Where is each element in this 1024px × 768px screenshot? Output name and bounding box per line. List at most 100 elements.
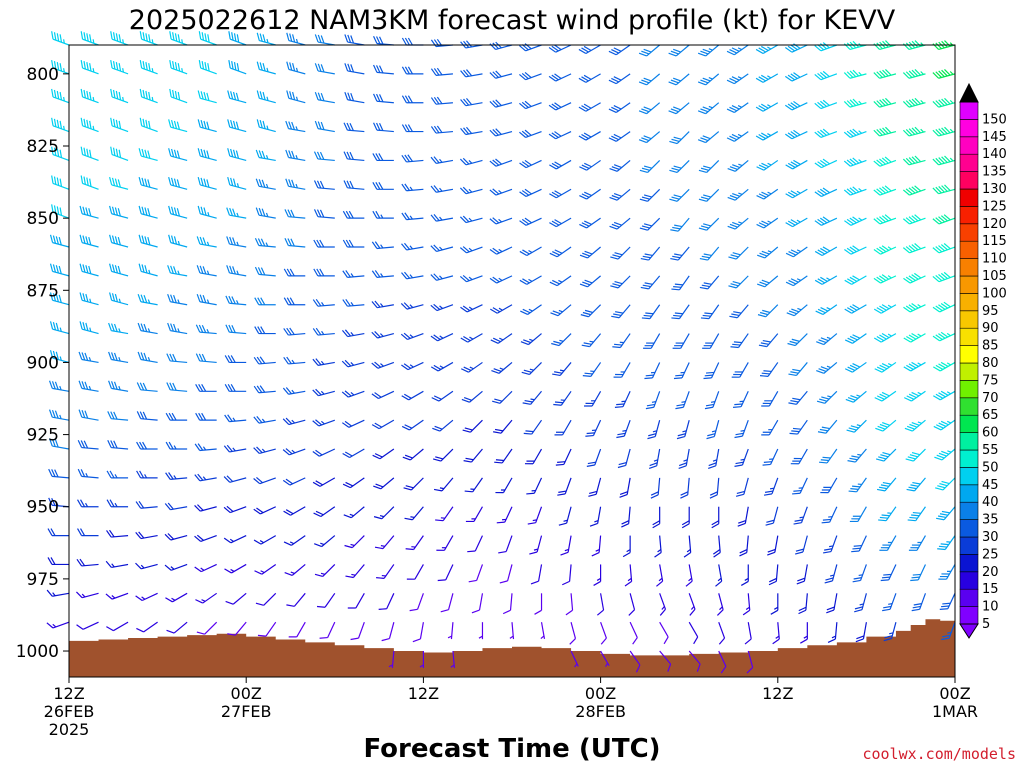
wind-barb xyxy=(436,535,454,551)
wind-barb xyxy=(342,210,365,219)
wind-barb xyxy=(288,621,306,638)
wind-barb xyxy=(584,391,602,407)
wind-barb xyxy=(874,390,897,402)
wind-barb xyxy=(226,265,247,277)
wind-barb xyxy=(785,217,808,228)
wind-barb xyxy=(110,59,129,75)
wind-barb xyxy=(401,154,424,163)
wind-barb xyxy=(540,622,546,640)
wind-barb xyxy=(794,535,808,555)
wind-barb xyxy=(800,622,808,644)
wind-barb xyxy=(763,477,779,496)
wind-barb xyxy=(902,69,926,79)
wind-barb xyxy=(816,390,838,404)
wind-barb xyxy=(549,217,572,228)
wind-barb xyxy=(168,119,188,133)
colorbar-label: 115 xyxy=(982,234,1007,249)
wind-barb xyxy=(493,419,513,434)
wind-barb xyxy=(880,564,897,582)
wind-barb xyxy=(468,564,484,583)
wind-barb xyxy=(283,297,306,306)
wind-barb xyxy=(253,506,276,515)
colorbar-swatch xyxy=(959,380,979,399)
wind-barb xyxy=(51,204,70,219)
wind-barb xyxy=(376,564,395,579)
wind-barb xyxy=(106,499,129,508)
wind-barb xyxy=(342,239,365,248)
wind-barb xyxy=(548,131,572,140)
wind-barb xyxy=(902,243,926,254)
wind-barb xyxy=(223,505,247,514)
wind-barb xyxy=(254,326,276,335)
wind-barb xyxy=(697,102,720,115)
wind-barb xyxy=(826,593,838,614)
wind-barb xyxy=(670,217,690,232)
wind-barb xyxy=(843,157,867,167)
colorbar-label: 35 xyxy=(982,513,999,528)
wind-barb xyxy=(282,477,306,486)
wind-barb xyxy=(254,266,276,277)
colorbar-label: 85 xyxy=(982,339,999,354)
y-axis: 800 825 850 875 900 925 950 975 1000 xyxy=(16,65,69,662)
wind-barb xyxy=(621,506,631,528)
wind-barb xyxy=(550,304,572,317)
wind-barb xyxy=(381,622,395,642)
wind-barb xyxy=(549,246,572,258)
wind-barb xyxy=(286,32,306,46)
wind-barb xyxy=(110,31,129,46)
wind-barb xyxy=(430,96,453,105)
colorbar-swatch xyxy=(959,171,979,190)
wind-barb xyxy=(225,324,247,335)
wind-barb xyxy=(80,175,99,190)
wind-barb xyxy=(814,246,838,257)
wind-barb xyxy=(489,99,513,108)
wind-barb xyxy=(342,477,365,489)
wind-barb xyxy=(520,304,542,316)
wind-barb xyxy=(167,322,188,335)
wind-barb xyxy=(282,387,306,395)
wind-barb xyxy=(639,188,661,202)
wind-barb xyxy=(784,72,808,82)
wind-barb xyxy=(169,31,188,46)
wind-barb xyxy=(638,73,661,86)
wind-barb xyxy=(937,535,956,551)
wind-barb xyxy=(166,353,188,364)
wind-barb xyxy=(195,384,217,392)
wind-barb xyxy=(784,43,808,53)
wind-barb xyxy=(671,275,690,291)
wind-barb xyxy=(255,178,276,190)
colorbar-swatch xyxy=(959,275,979,294)
wind-barb xyxy=(195,412,217,421)
wind-barb xyxy=(401,183,424,192)
wind-barb xyxy=(313,506,336,518)
wind-barb xyxy=(579,275,601,288)
x-tick-label: 12Z xyxy=(53,684,84,703)
wind-barb xyxy=(342,270,365,278)
wind-barb xyxy=(371,390,395,400)
wind-barb xyxy=(197,148,217,162)
wind-barb xyxy=(471,593,484,614)
wind-barb xyxy=(876,477,897,492)
wind-barb xyxy=(371,270,394,278)
wind-barb xyxy=(932,184,956,195)
wind-barb xyxy=(228,59,247,75)
wind-barb xyxy=(225,295,247,306)
wind-barb xyxy=(903,272,926,284)
wind-barb xyxy=(430,361,454,372)
wind-barb xyxy=(489,158,513,167)
wind-barb xyxy=(228,31,247,46)
wind-barb xyxy=(430,156,454,164)
wind-barb xyxy=(932,214,956,225)
wind-barb xyxy=(47,557,69,566)
wind-barb xyxy=(519,159,542,169)
wind-barb xyxy=(403,477,424,491)
wind-barb xyxy=(224,384,247,392)
wind-barb xyxy=(845,390,867,403)
wind-barb xyxy=(873,304,897,314)
wind-barb xyxy=(108,322,129,335)
wind-barb xyxy=(491,361,513,374)
wind-barb xyxy=(788,362,808,377)
wind-barb xyxy=(610,275,631,289)
wind-barb xyxy=(106,621,129,632)
wind-barb xyxy=(688,621,699,645)
